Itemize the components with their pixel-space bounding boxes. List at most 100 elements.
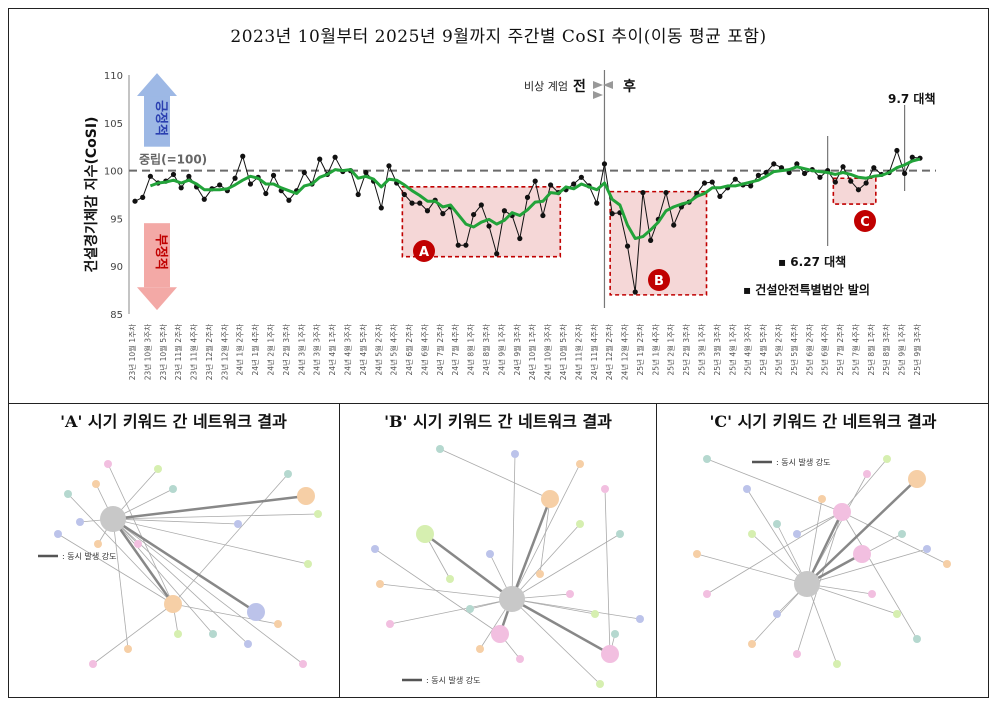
network-node: [793, 530, 801, 538]
raw-data-point: [840, 164, 846, 170]
network-node: [89, 660, 97, 668]
raw-data-point: [486, 223, 492, 229]
network-edge: [511, 523, 581, 600]
network-node-hub: [794, 571, 820, 597]
network-edge: [806, 583, 838, 665]
safety-law-label: ▪ 건설안전특별법안 발의: [743, 282, 870, 297]
raw-data-point: [640, 189, 646, 196]
network-panel-c: 'C' 시기 키워드 간 네트워크 결과 : 동시 발생 강도: [656, 404, 989, 698]
network-node: [64, 490, 72, 498]
x-tick-label: 23년 10월 3주차: [142, 324, 152, 380]
network-node: [436, 445, 444, 453]
network-graph-b: : 동시 발생 강도: [371, 445, 644, 688]
network-node: [486, 550, 494, 558]
network-node: [314, 510, 322, 518]
network-node: [284, 470, 292, 478]
sep7-label: 9.7 대책: [888, 91, 936, 106]
network-node: [616, 530, 624, 538]
raw-data-point: [332, 154, 338, 160]
x-tick-label: 23년 10월 1주차: [127, 324, 137, 380]
network-edge: [746, 488, 808, 585]
x-tick-label: 25년 3월 1주차: [697, 324, 707, 376]
network-node: [209, 630, 217, 638]
network-node: [376, 580, 384, 588]
network-edge: [374, 548, 501, 635]
x-tick-label: 25년 9월 1주차: [897, 324, 907, 376]
network-node: [169, 485, 177, 493]
network-edge: [439, 448, 551, 500]
raw-data-point: [547, 182, 554, 188]
raw-data-point: [855, 187, 862, 193]
x-tick-label: 24년 10월 5주차: [558, 324, 568, 380]
raw-data-point: [594, 200, 600, 206]
network-node: [703, 455, 711, 463]
martial-law-after: 후: [623, 79, 636, 95]
y-axis-title: 건설경기체감 지수(CoSI): [83, 117, 100, 273]
x-tick-label: 24년 10월 1주차: [527, 324, 537, 380]
network-title-a: 'A' 시기 키워드 간 네트워크 결과: [60, 412, 287, 431]
raw-data-point: [771, 161, 777, 167]
raw-data-point: [186, 173, 192, 179]
x-tick-label: 24년 2월 1주차: [266, 324, 276, 376]
positive-arrow-body: [144, 96, 170, 147]
network-edge-strong: [511, 597, 611, 656]
network-edge: [112, 518, 249, 645]
network-node-major: [297, 487, 315, 505]
network-edge-strong: [805, 511, 844, 585]
positive-label: 긍정적: [153, 100, 169, 136]
network-node: [913, 635, 921, 643]
network-node: [883, 455, 891, 463]
network-node: [591, 610, 599, 618]
raw-data-point: [494, 251, 500, 257]
raw-data-point: [178, 185, 184, 191]
network-node-hub: [100, 506, 126, 532]
network-edge: [389, 598, 513, 625]
raw-data-point: [717, 193, 723, 200]
network-edge-strong: [806, 478, 918, 585]
raw-data-point: [440, 211, 446, 217]
network-node: [386, 620, 394, 628]
network-edge: [604, 488, 611, 655]
raw-data-point: [401, 191, 407, 198]
network-node: [76, 518, 84, 526]
x-tick-label: 24년 4월 1주차: [327, 324, 337, 376]
raw-data-point: [571, 181, 577, 187]
network-title-c: 'C' 시기 키워드 간 네트워크 결과: [709, 412, 937, 431]
network-node: [863, 470, 871, 478]
network-node: [516, 655, 524, 663]
raw-data-point: [524, 194, 531, 200]
network-graph-a: : 동시 발생 강도: [38, 460, 322, 668]
x-tick-label: 24년 6월 4주차: [419, 324, 429, 376]
network-edge: [112, 518, 214, 635]
network-node-major: [164, 595, 182, 613]
raw-data-point: [132, 198, 138, 204]
region-badge-c: [854, 210, 876, 232]
raw-data-point: [355, 191, 361, 198]
network-node: [898, 530, 906, 538]
network-node: [92, 480, 100, 488]
x-tick-label: 23년 11월 4주차: [189, 324, 199, 380]
network-edge: [511, 453, 516, 600]
network-edge: [92, 603, 174, 665]
network-edge: [696, 553, 808, 585]
x-tick-label: 24년 3월 3주차: [312, 324, 322, 376]
x-tick-label: 24년 10월 3주차: [543, 324, 553, 380]
jun27-label: ▪ 6.27 대책: [778, 254, 846, 269]
network-node-major: [908, 470, 926, 488]
network-node: [304, 560, 312, 568]
network-edge: [112, 518, 304, 665]
network-edge: [806, 498, 823, 585]
raw-data-point: [501, 208, 508, 214]
x-tick-label: 25년 8월 3주차: [881, 324, 891, 376]
network-edge: [67, 493, 174, 605]
network-edge: [172, 473, 289, 605]
network-node-major: [541, 490, 559, 508]
network-node: [446, 575, 454, 583]
network-edge-strong: [112, 517, 257, 614]
x-tick-label: 24년 1월 4주차: [250, 324, 260, 376]
network-edge: [539, 498, 551, 575]
network-edge-strong: [111, 518, 175, 605]
network-edge: [172, 603, 279, 625]
raw-data-point: [378, 205, 384, 211]
martial-law-before: 전: [573, 78, 586, 95]
